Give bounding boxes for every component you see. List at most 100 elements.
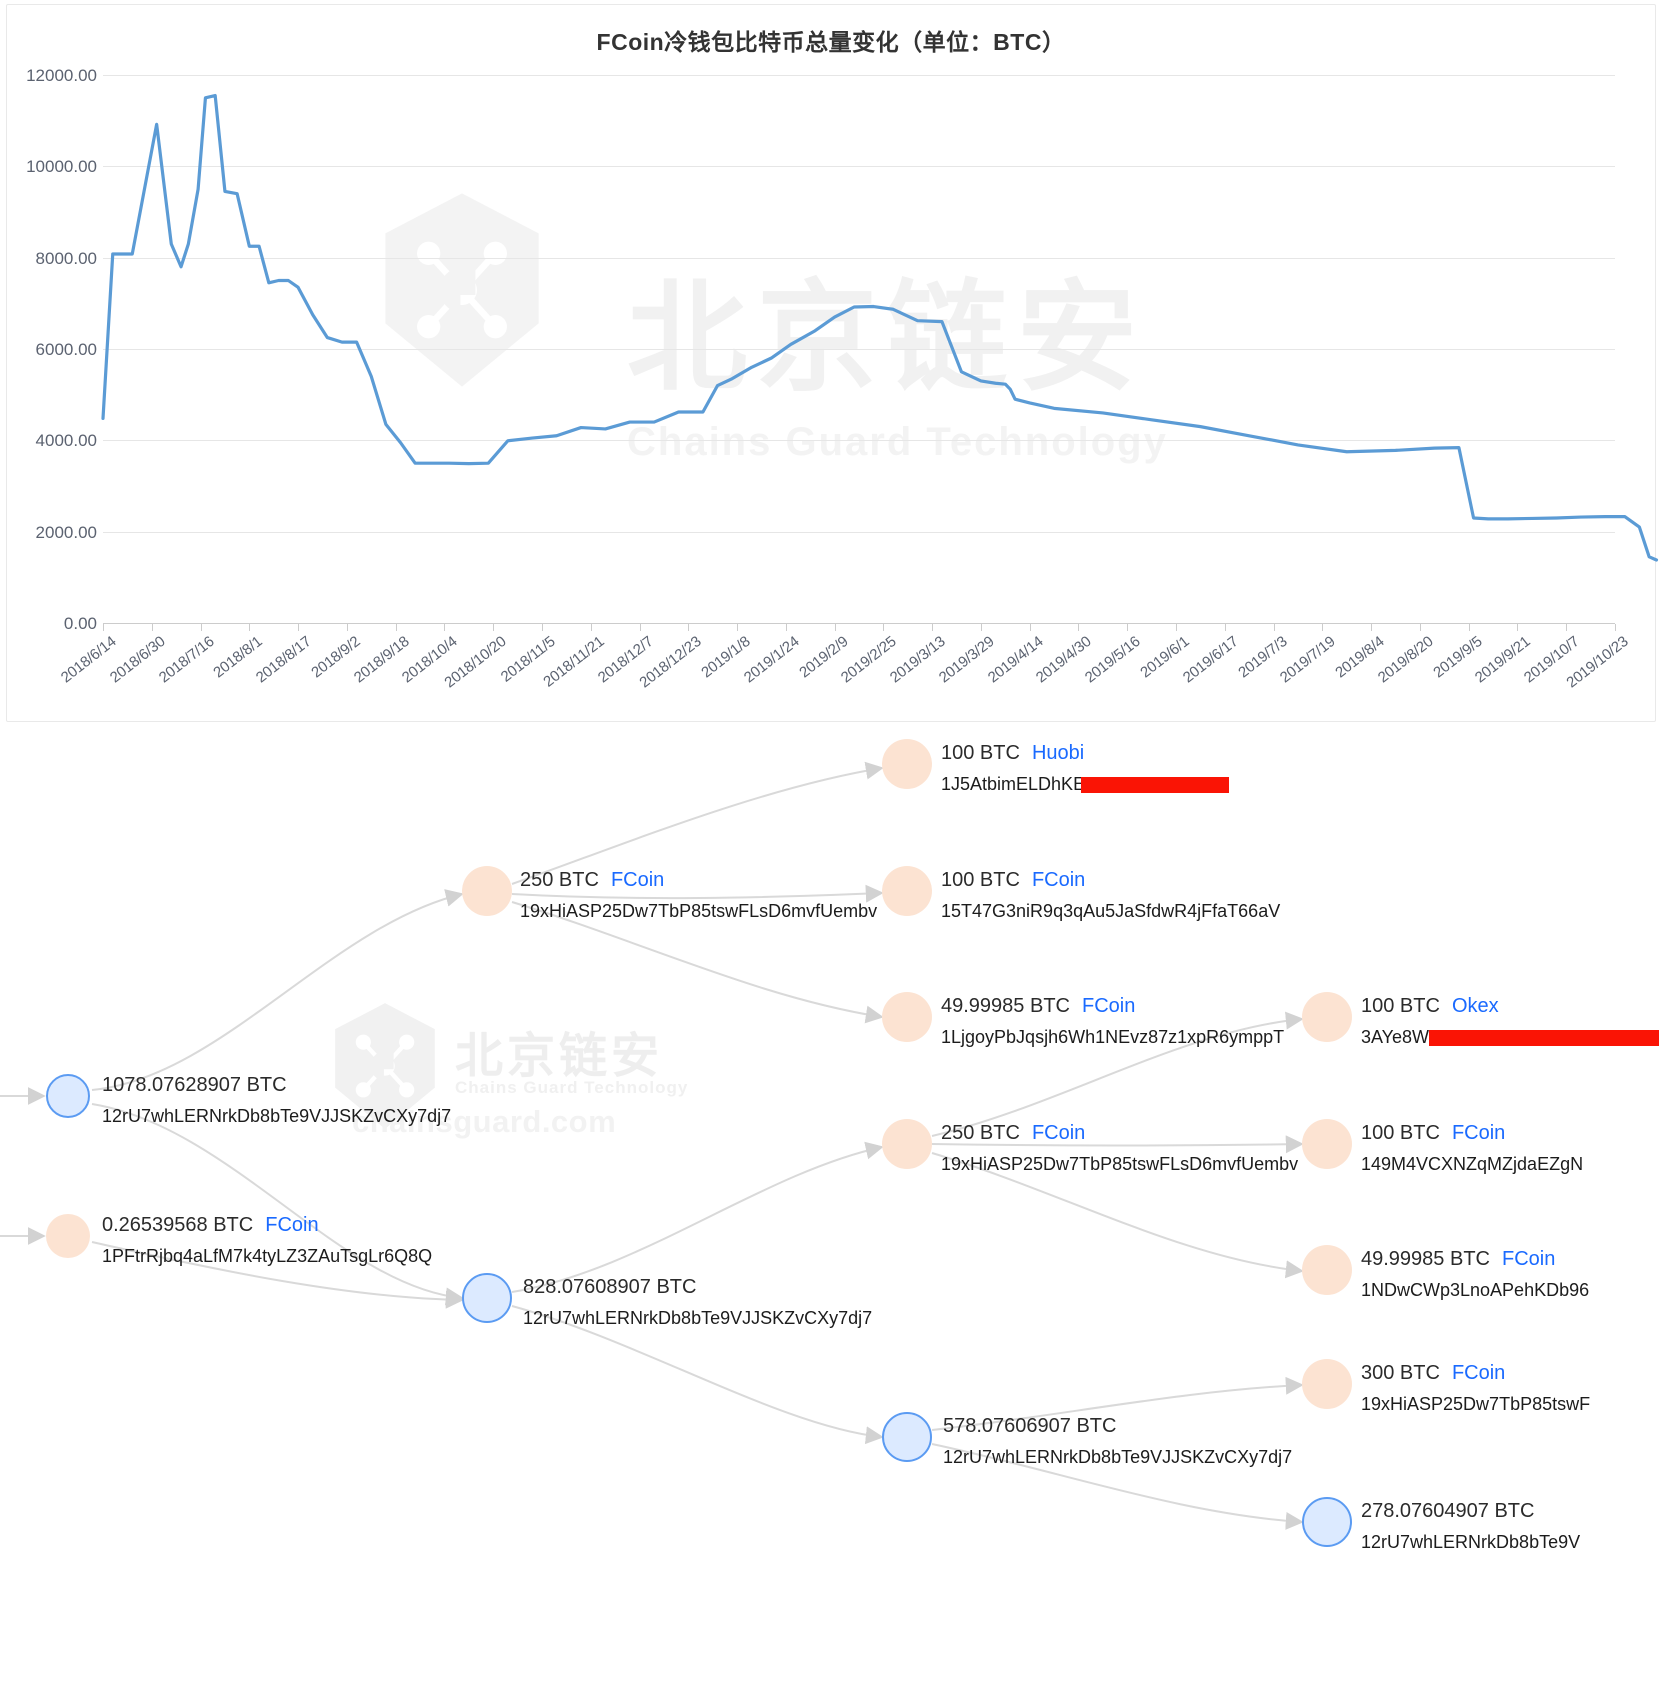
chart-panel: FCoin冷钱包比特币总量变化（单位：BTC） 北京链安 Chains Guar…: [6, 4, 1659, 722]
node-address[interactable]: 149M4VCXNZqMZjdaEZgN: [1361, 1154, 1584, 1174]
node-exchange-tag[interactable]: FCoin: [1081, 995, 1136, 1017]
graph-node-circle[interactable]: [882, 1412, 932, 1462]
graph-edge: [931, 1376, 1304, 1431]
x-tick-mark: [493, 624, 495, 631]
x-tick-label: 2018/8/17: [252, 633, 315, 687]
graph-edge: [931, 1135, 1304, 1154]
node-amount: 49.99985 BTC: [1361, 1248, 1490, 1270]
y-tick-label: 2000.00: [35, 522, 97, 542]
graph-node-label: 578.07606907 BTC 12rU7whLERNrkDb8bTe9VJJS…: [943, 1415, 1292, 1468]
graph-node-circle[interactable]: [1302, 1245, 1352, 1295]
y-tick-label: 4000.00: [35, 431, 97, 451]
node-exchange-tag[interactable]: FCoin: [1451, 1122, 1506, 1144]
x-tick-mark: [590, 624, 592, 631]
graph-node-label: 49.99985 BTC FCoin 1NDwCWp3LnoAPehKDb96: [1361, 1248, 1589, 1301]
node-address[interactable]: 3AYe8WY: [1361, 1027, 1659, 1048]
x-tick-mark: [1273, 624, 1275, 631]
transaction-flow-graph: 北京链安 Chains Guard Technology chainsguard…: [0, 726, 1662, 1693]
node-amount: 49.99985 BTC: [941, 995, 1070, 1017]
graph-node-circle[interactable]: [462, 1273, 512, 1323]
node-address[interactable]: 1PFtrRjbq4aLfM7k4tyLZ3ZAuTsgLr6Q8Q: [102, 1246, 433, 1266]
node-amount: 828.07608907 BTC: [523, 1276, 697, 1298]
address-redaction-bar: [1081, 777, 1229, 793]
node-amount: 300 BTC: [1361, 1362, 1440, 1384]
y-tick-label: 12000.00: [26, 66, 97, 85]
graph-edge: [511, 1305, 884, 1445]
address-redaction-bar: [1429, 1030, 1659, 1046]
graph-node-circle[interactable]: [1302, 1497, 1352, 1547]
x-tick-mark: [1078, 624, 1080, 631]
node-exchange-tag[interactable]: FCoin: [1501, 1248, 1556, 1270]
chart-series: [101, 93, 1659, 562]
node-exchange-tag[interactable]: FCoin: [265, 1214, 319, 1236]
graph-node-circle[interactable]: [462, 866, 512, 916]
graph-node-circle[interactable]: [882, 739, 932, 789]
node-address[interactable]: 12rU7whLERNrkDb8bTe9VJJSKZvCXy7dj7: [102, 1106, 452, 1126]
graph-node-label: 100 BTC Huobi 1J5AtbimELDhKEzxP: [941, 742, 1229, 795]
node-address[interactable]: 12rU7whLERNrkDb8bTe9VJJSKZvCXy7dj7: [523, 1308, 873, 1328]
node-amount: 250 BTC: [520, 869, 599, 891]
graph-edge: [511, 1141, 884, 1293]
x-tick-mark: [346, 624, 348, 631]
node-address[interactable]: 19xHiASP25Dw7TbP85tswF: [1361, 1394, 1591, 1414]
x-tick-mark: [1029, 624, 1031, 631]
graph-node-circle[interactable]: [882, 1119, 932, 1169]
node-address[interactable]: 15T47G3niR9q3qAu5JaSfdwR4jFfaT66aV: [941, 901, 1281, 921]
x-tick-mark: [1615, 624, 1616, 631]
x-tick-label: 2019/5/16: [1082, 633, 1144, 687]
node-address[interactable]: 12rU7whLERNrkDb8bTe9VJJSKZvCXy7dj7: [943, 1447, 1293, 1467]
x-tick-mark: [1419, 624, 1421, 631]
node-exchange-tag[interactable]: Huobi: [1031, 742, 1085, 764]
graph-node-label: 0.26539568 BTC FCoin 1PFtrRjbq4aLfM7k4tyLZ…: [102, 1214, 432, 1267]
graph-node-label: 278.07604907 BTC 12rU7whLERNrkDb8bTe9V: [1361, 1500, 1580, 1553]
node-address[interactable]: 19xHiASP25Dw7TbP85tswFLsD6mvfUembv: [941, 1154, 1299, 1174]
graph-node-label: 100 BTC FCoin 149M4VCXNZqMZjdaEZgN: [1361, 1122, 1583, 1175]
graph-node-circle[interactable]: [882, 866, 932, 916]
node-address[interactable]: 19xHiASP25Dw7TbP85tswFLsD6mvfUembv: [520, 901, 878, 921]
x-tick-mark: [980, 624, 982, 631]
gridline: [103, 349, 1615, 350]
node-exchange-tag[interactable]: FCoin: [1451, 1362, 1506, 1384]
x-tick-mark: [298, 624, 300, 631]
y-tick-label: 6000.00: [35, 340, 97, 359]
node-exchange-tag[interactable]: Okex: [1451, 995, 1499, 1017]
x-tick-mark: [1468, 624, 1470, 631]
node-exchange-tag[interactable]: FCoin: [1031, 869, 1086, 891]
chart-title: FCoin冷钱包比特币总量变化（单位：BTC）: [596, 29, 1066, 55]
node-amount: 100 BTC: [941, 742, 1020, 764]
x-axis-line: [103, 623, 1615, 624]
graph-edge: [931, 1011, 1304, 1137]
node-amount: 1078.07628907 BTC: [102, 1074, 287, 1096]
node-address[interactable]: 1LjgoyPbJqsjh6Wh1NEvz87z1xpR6ymppT: [941, 1027, 1285, 1047]
gridline: [103, 531, 1615, 533]
graph-edge: [91, 889, 464, 1091]
graph-edge: [931, 1443, 1304, 1530]
node-amount: 100 BTC: [941, 869, 1020, 891]
node-amount: 100 BTC: [1361, 995, 1440, 1017]
graph-node-label: 100 BTC FCoin 15T47G3niR9q3qAu5JaSfdwR4jFf…: [941, 869, 1280, 922]
node-exchange-tag[interactable]: FCoin: [610, 869, 665, 891]
x-tick-mark: [1371, 624, 1373, 631]
gridline: [103, 257, 1615, 259]
graph-node-circle[interactable]: [882, 992, 932, 1042]
graph-edge: [511, 884, 884, 903]
x-tick-mark: [249, 624, 251, 631]
graph-node-circle[interactable]: [46, 1074, 90, 1118]
node-address[interactable]: 1NDwCWp3LnoAPehKDb96: [1361, 1280, 1590, 1300]
node-address[interactable]: 12rU7whLERNrkDb8bTe9V: [1361, 1532, 1581, 1552]
graph-node-circle[interactable]: [1302, 1359, 1352, 1409]
graph-node-label: 100 BTC Okex 3AYe8WY: [1361, 995, 1659, 1048]
node-exchange-tag[interactable]: FCoin: [1031, 1122, 1086, 1144]
graph-node-circle[interactable]: [1302, 992, 1352, 1042]
node-address[interactable]: 1J5AtbimELDhKEzxP: [941, 774, 1229, 795]
x-tick-mark: [785, 624, 787, 631]
graph-node-circle[interactable]: [1302, 1119, 1352, 1169]
x-tick-mark: [151, 624, 153, 631]
graph-node-label: 1078.07628907 BTC 12rU7whLERNrkDb8bTe9VJJ…: [102, 1074, 451, 1127]
x-tick-mark: [688, 624, 690, 631]
x-tick-mark: [883, 624, 885, 631]
y-tick-label: 0.00: [63, 614, 97, 633]
graph-node-circle[interactable]: [46, 1214, 90, 1258]
node-amount: 250 BTC: [941, 1122, 1020, 1144]
